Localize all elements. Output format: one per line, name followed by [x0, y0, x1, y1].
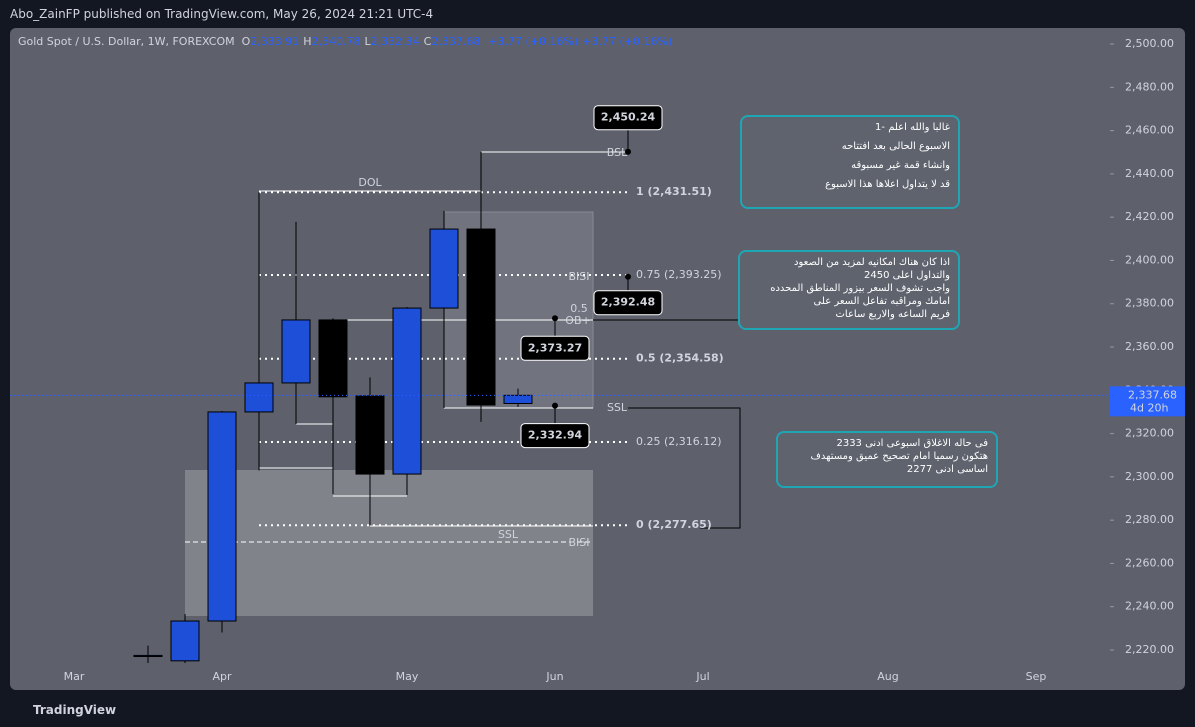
callout-label: 2,332.94: [528, 429, 583, 442]
note: فى حاله الاغلاق اسبوعى ادنى 2333 هتكون رس…: [776, 431, 998, 488]
countdown: 4d 20h: [1130, 401, 1168, 414]
tag: BISI: [568, 536, 589, 549]
x-tick-label: Aug: [877, 670, 898, 683]
value: 2,332.34: [370, 35, 420, 48]
note-line: غالبا والله اعلم -1: [875, 122, 950, 133]
arrow-line: [628, 407, 741, 529]
note-line: امامك ومراقبه تفاعل السعر على: [813, 296, 950, 307]
callout-label: 2,450.24: [601, 111, 656, 124]
callout-label: 2,373.27: [528, 341, 582, 354]
x-tick-label: Sep: [1026, 670, 1047, 683]
callout-point: [625, 148, 631, 155]
tag: OB+: [565, 314, 590, 327]
note: اذا كان هناك امكانيه لمزيد من الصعود والت…: [738, 250, 960, 330]
x-tick-label: Apr: [212, 670, 232, 683]
note-line: فى حاله الاغلاق اسبوعى ادنى 2333: [836, 438, 988, 449]
note-line: وانشاء قمة غير مسبوقه: [851, 160, 950, 171]
y-tick-label: 2,220.00: [1125, 643, 1174, 656]
legend: Gold Spot / U.S. Dollar, 1W, FOREXCOM O2…: [18, 35, 672, 48]
candle-body: [281, 319, 311, 384]
callout-point: [625, 273, 631, 280]
tag: BSL: [607, 146, 628, 159]
candle-body: [244, 382, 274, 413]
note-line: والتداول اعلى 2450: [864, 270, 950, 281]
level-label: 0.75 (2,393.25): [636, 268, 722, 281]
y-tick-label: 2,320.00: [1125, 427, 1174, 440]
y-tick-label: 2,360.00: [1125, 340, 1174, 353]
note-line: فريم الساعه والاربع ساعات: [835, 309, 951, 320]
level-label: 0.25 (2,316.12): [636, 435, 722, 448]
callout-box: [593, 105, 663, 131]
callout-label: 2,392.48: [601, 296, 655, 309]
tag: 0.5: [570, 302, 588, 315]
value: 2,340.78: [311, 35, 361, 48]
footer: TradingView: [33, 703, 117, 717]
candle-body: [170, 620, 200, 662]
note-line: الاسبوع الحالى بعد افتتاحه: [841, 141, 950, 152]
note: غالبا والله اعلم -1 الاسبوع الحالى بعد اف…: [740, 115, 960, 209]
note-line: اساسى ادنى 2277: [906, 464, 988, 475]
tag: SSL: [607, 401, 628, 414]
symbol: Gold Spot / U.S. Dollar, 1W, FOREXCOM: [18, 35, 235, 48]
callout-box: [520, 423, 590, 449]
y-tick-label: 2,260.00: [1125, 556, 1174, 569]
tag: DOL: [358, 176, 382, 189]
callout-box: [593, 290, 663, 316]
x-tick-label: May: [396, 670, 419, 683]
callout-point: [552, 315, 558, 322]
x-tick-label: Mar: [64, 670, 85, 683]
label: L: [364, 35, 371, 48]
candle-body: [355, 395, 385, 475]
note-line: قد لا يتداول اعلاها هذا الاسبوع: [825, 179, 950, 190]
tag: BISI: [568, 270, 589, 283]
candle-body: [429, 228, 459, 309]
value: 2,333.91: [250, 35, 300, 48]
y-tick-label: 2,400.00: [1125, 253, 1174, 266]
callout-point: [552, 402, 558, 409]
price-tag: [1110, 386, 1185, 417]
y-tick-label: 2,420.00: [1125, 210, 1174, 223]
y-tick-label: 2,300.00: [1125, 470, 1174, 483]
price-tag-label: 2,337.68: [1128, 388, 1177, 401]
candle-body: [318, 319, 348, 398]
change: +3.77 (+0.16%): [488, 35, 579, 48]
label: H: [303, 35, 312, 48]
y-tick-label: 2,240.00: [1125, 600, 1174, 613]
callout-box: [520, 335, 590, 361]
y-tick-label: 2,460.00: [1125, 124, 1174, 137]
y-tick-label: 2,500.00: [1125, 37, 1174, 50]
note-line: اذا كان هناك امكانيه لمزيد من الصعود: [794, 257, 950, 268]
candle-body: [392, 307, 422, 475]
zone: [185, 470, 593, 616]
candle-body: [133, 654, 163, 658]
candle-body: [466, 228, 496, 406]
level-label: 0.5 (2,354.58): [636, 352, 724, 365]
y-tick-label: 2,440.00: [1125, 167, 1174, 180]
note-line: واجب تشوف السعر بيزور المناطق المحدده: [770, 283, 950, 294]
note-line: هتكون رسميا امام تصحيح عميق ومستهدف: [810, 451, 988, 462]
candle-body: [207, 411, 237, 622]
label: C: [423, 35, 432, 48]
candle-body: [503, 394, 533, 404]
tag: SSL: [498, 528, 519, 541]
publisher: Abo_ZainFP published on TradingView.com,…: [10, 7, 434, 21]
x-tick-label: Jun: [545, 670, 563, 683]
y-tick-label: 2,380.00: [1125, 297, 1174, 310]
value: 2,337.68: [431, 35, 481, 48]
level-label: 1 (2,431.51): [636, 185, 712, 198]
level-label: 0 (2,277.65): [636, 518, 712, 531]
x-tick-label: Jul: [695, 670, 709, 683]
label: O: [241, 35, 251, 48]
change: +3.77 (+0.16%): [582, 35, 673, 48]
y-tick-label: 2,480.00: [1125, 80, 1174, 93]
y-tick-label: 2,280.00: [1125, 513, 1174, 526]
